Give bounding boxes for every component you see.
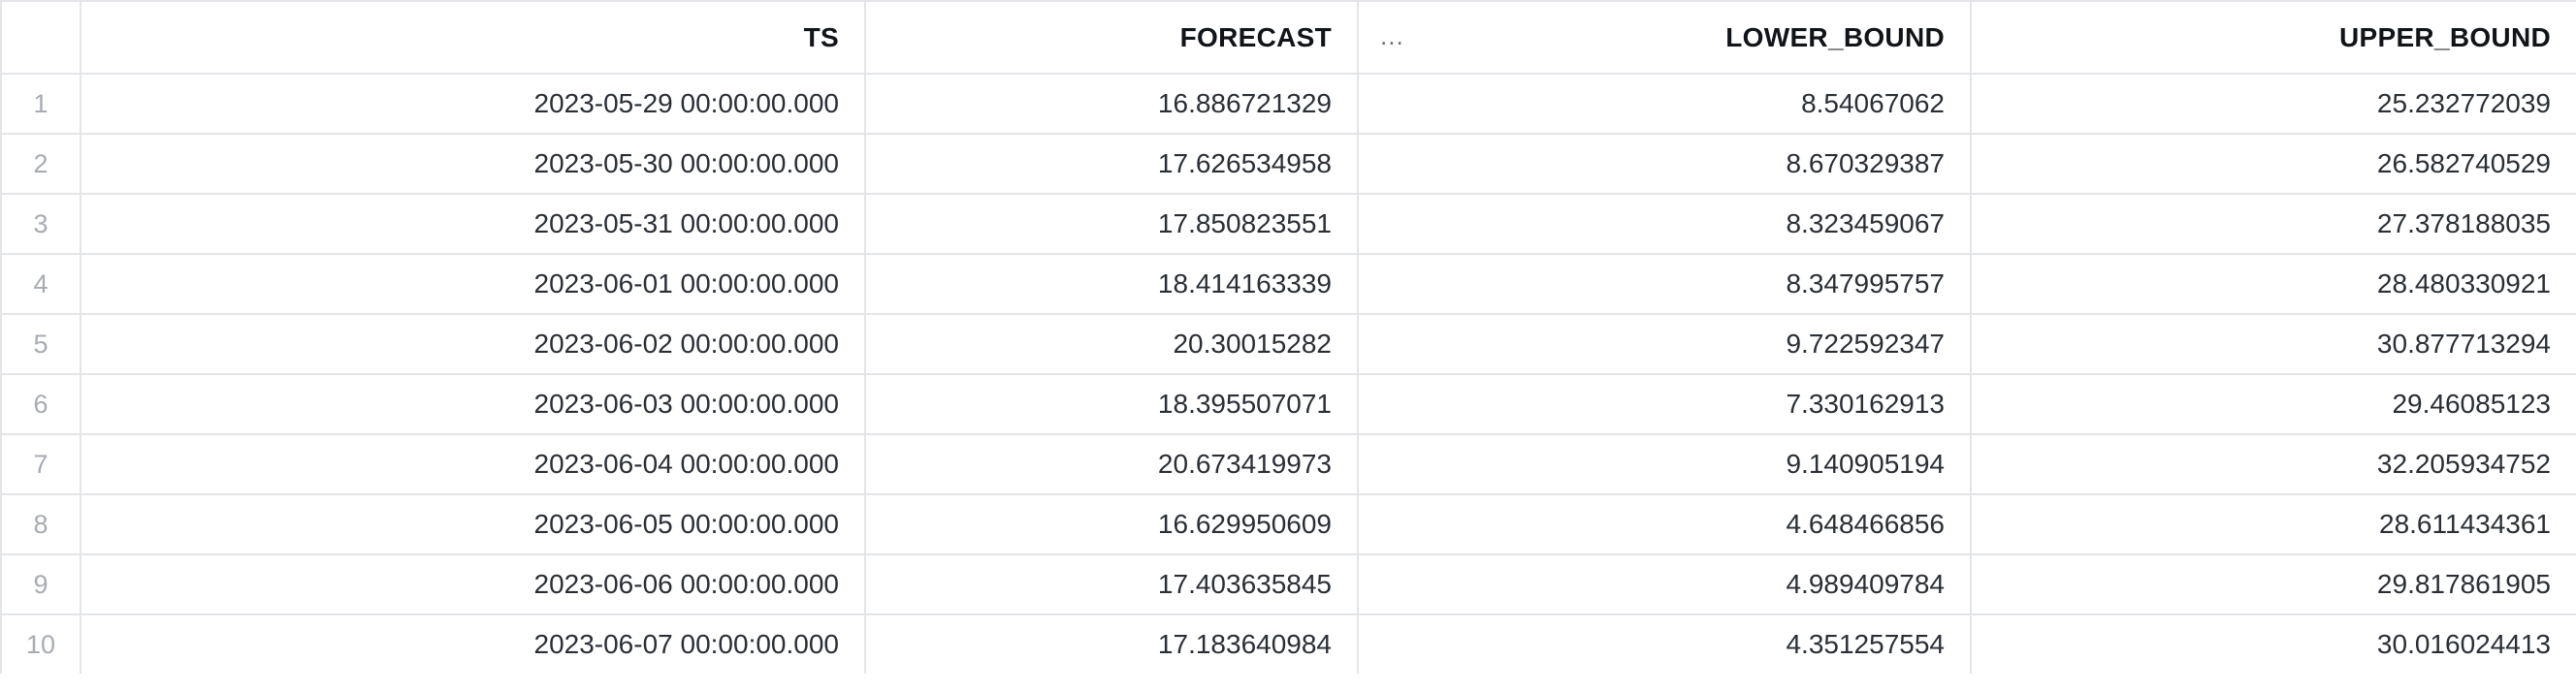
table-header: TS FORECAST ... LOWER_BOUND UPPER_BOUND <box>0 0 2576 75</box>
cell-ts[interactable]: 2023-05-31 00:00:00.000 <box>80 193 866 255</box>
table-row[interactable]: 4 2023-06-01 00:00:00.000 18.414163339 8… <box>0 253 2576 315</box>
cell-forecast[interactable]: 17.403635845 <box>864 553 1359 615</box>
cell-forecast[interactable]: 20.673419973 <box>864 433 1359 495</box>
row-index: 7 <box>0 433 81 495</box>
cell-forecast[interactable]: 20.30015282 <box>864 313 1359 375</box>
cell-lower-bound[interactable]: 7.330162913 <box>1357 373 1972 435</box>
cell-forecast[interactable]: 16.886721329 <box>864 73 1359 135</box>
cell-forecast[interactable]: 17.183640984 <box>864 613 1359 674</box>
cell-ts[interactable]: 2023-05-29 00:00:00.000 <box>80 73 866 135</box>
cell-forecast[interactable]: 17.626534958 <box>864 133 1359 195</box>
cell-forecast[interactable]: 16.629950609 <box>864 493 1359 555</box>
row-index-header <box>0 0 81 75</box>
table-row[interactable]: 1 2023-05-29 00:00:00.000 16.886721329 8… <box>0 73 2576 135</box>
row-index: 1 <box>0 73 81 135</box>
row-index: 8 <box>0 493 81 555</box>
column-header-lower-bound-label: LOWER_BOUND <box>1725 21 1945 52</box>
cell-ts[interactable]: 2023-06-02 00:00:00.000 <box>80 313 866 375</box>
table-row[interactable]: 5 2023-06-02 00:00:00.000 20.30015282 9.… <box>0 313 2576 375</box>
cell-forecast[interactable]: 17.850823551 <box>864 193 1359 255</box>
cell-forecast[interactable]: 18.414163339 <box>864 253 1359 315</box>
cell-upper-bound[interactable]: 30.016024413 <box>1970 613 2576 674</box>
table-row[interactable]: 10 2023-06-07 00:00:00.000 17.183640984 … <box>0 613 2576 674</box>
more-options-icon[interactable]: ... <box>1380 20 1404 50</box>
row-index: 9 <box>0 553 81 615</box>
cell-ts[interactable]: 2023-06-06 00:00:00.000 <box>80 553 866 615</box>
cell-lower-bound[interactable]: 9.140905194 <box>1357 433 1972 495</box>
cell-upper-bound[interactable]: 28.611434361 <box>1970 493 2576 555</box>
cell-ts[interactable]: 2023-06-04 00:00:00.000 <box>80 433 866 495</box>
cell-upper-bound[interactable]: 27.378188035 <box>1970 193 2576 255</box>
cell-lower-bound[interactable]: 8.347995757 <box>1357 253 1972 315</box>
column-header-lower-bound[interactable]: ... LOWER_BOUND <box>1357 0 1972 75</box>
column-header-ts[interactable]: TS <box>80 0 866 75</box>
cell-upper-bound[interactable]: 25.232772039 <box>1970 73 2576 135</box>
table-row[interactable]: 7 2023-06-04 00:00:00.000 20.673419973 9… <box>0 433 2576 495</box>
table-row[interactable]: 9 2023-06-06 00:00:00.000 17.403635845 4… <box>0 553 2576 615</box>
cell-lower-bound[interactable]: 4.351257554 <box>1357 613 1972 674</box>
row-index: 10 <box>0 613 81 674</box>
cell-ts[interactable]: 2023-06-03 00:00:00.000 <box>80 373 866 435</box>
results-table: TS FORECAST ... LOWER_BOUND UPPER_BOUND … <box>0 0 2576 674</box>
row-index: 2 <box>0 133 81 195</box>
cell-upper-bound[interactable]: 29.817861905 <box>1970 553 2576 615</box>
row-index: 4 <box>0 253 81 315</box>
column-header-forecast[interactable]: FORECAST <box>864 0 1359 75</box>
cell-lower-bound[interactable]: 4.648466856 <box>1357 493 1972 555</box>
row-index: 3 <box>0 193 81 255</box>
cell-upper-bound[interactable]: 32.205934752 <box>1970 433 2576 495</box>
cell-lower-bound[interactable]: 8.670329387 <box>1357 133 1972 195</box>
cell-forecast[interactable]: 18.395507071 <box>864 373 1359 435</box>
cell-upper-bound[interactable]: 30.877713294 <box>1970 313 2576 375</box>
column-header-upper-bound[interactable]: UPPER_BOUND <box>1970 0 2576 75</box>
table-row[interactable]: 3 2023-05-31 00:00:00.000 17.850823551 8… <box>0 193 2576 255</box>
row-index: 6 <box>0 373 81 435</box>
cell-upper-bound[interactable]: 26.582740529 <box>1970 133 2576 195</box>
table-row[interactable]: 8 2023-06-05 00:00:00.000 16.629950609 4… <box>0 493 2576 555</box>
table-row[interactable]: 6 2023-06-03 00:00:00.000 18.395507071 7… <box>0 373 2576 435</box>
table-row[interactable]: 2 2023-05-30 00:00:00.000 17.626534958 8… <box>0 133 2576 195</box>
cell-ts[interactable]: 2023-06-07 00:00:00.000 <box>80 613 866 674</box>
cell-ts[interactable]: 2023-05-30 00:00:00.000 <box>80 133 866 195</box>
cell-ts[interactable]: 2023-06-01 00:00:00.000 <box>80 253 866 315</box>
cell-lower-bound[interactable]: 4.989409784 <box>1357 553 1972 615</box>
cell-ts[interactable]: 2023-06-05 00:00:00.000 <box>80 493 866 555</box>
cell-lower-bound[interactable]: 8.323459067 <box>1357 193 1972 255</box>
row-index: 5 <box>0 313 81 375</box>
table-body: 1 2023-05-29 00:00:00.000 16.886721329 8… <box>0 73 2576 674</box>
cell-lower-bound[interactable]: 9.722592347 <box>1357 313 1972 375</box>
cell-lower-bound[interactable]: 8.54067062 <box>1357 73 1972 135</box>
header-row: TS FORECAST ... LOWER_BOUND UPPER_BOUND <box>0 0 2576 75</box>
cell-upper-bound[interactable]: 29.46085123 <box>1970 373 2576 435</box>
cell-upper-bound[interactable]: 28.480330921 <box>1970 253 2576 315</box>
